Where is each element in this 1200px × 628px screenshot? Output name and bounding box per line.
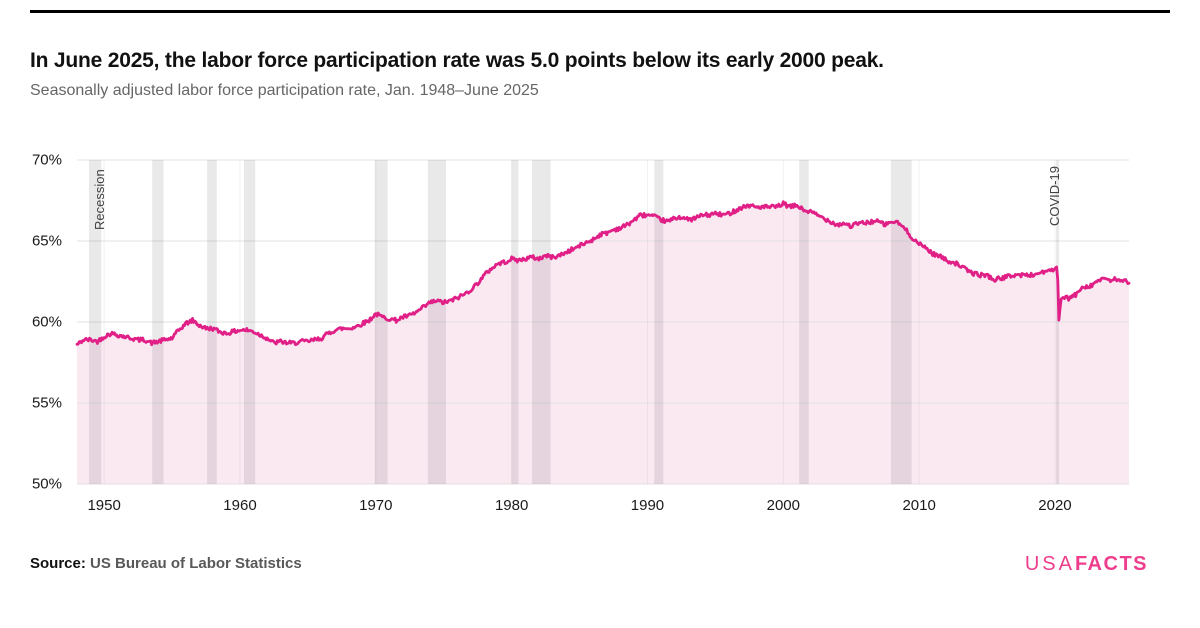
recession-band — [243, 160, 256, 484]
y-axis-tick: 55% — [31, 394, 62, 412]
recession-band — [1056, 160, 1060, 484]
x-axis-tick: 1950 — [87, 497, 121, 514]
recession-band — [799, 160, 809, 484]
y-axis-tick: 70% — [31, 151, 62, 169]
x-axis-tick: 2010 — [902, 497, 936, 514]
recession-band — [374, 160, 388, 484]
x-axis-tick: 1970 — [359, 497, 393, 514]
x-axis-tick: 1990 — [630, 497, 665, 514]
y-axis-tick: 60% — [31, 313, 62, 331]
x-axis-tick: 2020 — [1038, 497, 1072, 514]
source-label: Source: — [30, 555, 86, 572]
recession-band — [890, 160, 912, 484]
usafacts-logo: USAFACTS — [1025, 553, 1148, 576]
y-axis-tick: 50% — [31, 475, 62, 493]
recession-band-label: Recession — [92, 169, 107, 230]
source-line: Source: US Bureau of Labor Statistics — [30, 555, 302, 572]
source-link[interactable]: US Bureau of Labor Statistics — [90, 555, 302, 572]
lfpr-area-fill — [77, 201, 1129, 484]
recession-band — [427, 160, 447, 484]
page-title: In June 2025, the labor force participat… — [30, 49, 884, 72]
recession-band — [152, 160, 164, 484]
lfpr-line — [75, 200, 1131, 347]
covid-label: COVID-19 — [1047, 166, 1062, 226]
x-axis-tick: 1960 — [223, 497, 257, 514]
logo-facts: FACTS — [1074, 553, 1148, 575]
top-rule — [30, 10, 1170, 13]
x-axis-tick: 1980 — [494, 497, 529, 514]
y-axis-tick: 65% — [31, 232, 62, 250]
x-axis-tick: 2000 — [766, 497, 800, 514]
logo-usa: USA — [1024, 553, 1075, 575]
recession-band — [207, 160, 217, 484]
page-subtitle: Seasonally adjusted labor force particip… — [30, 82, 539, 99]
recession-band — [511, 160, 519, 484]
recession-band — [532, 160, 551, 484]
recession-band — [88, 160, 102, 484]
recession-band — [654, 160, 664, 484]
